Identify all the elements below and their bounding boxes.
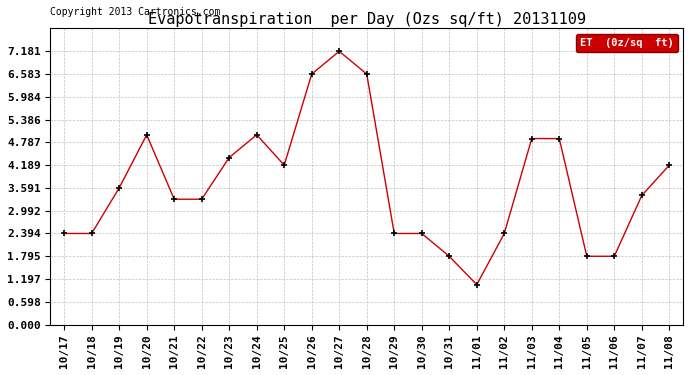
Text: Copyright 2013 Cartronics.com: Copyright 2013 Cartronics.com: [50, 7, 221, 16]
Legend: ET  (0z/sq  ft): ET (0z/sq ft): [575, 34, 678, 52]
Title: Evapotranspiration  per Day (Ozs sq/ft) 20131109: Evapotranspiration per Day (Ozs sq/ft) 2…: [148, 12, 586, 27]
